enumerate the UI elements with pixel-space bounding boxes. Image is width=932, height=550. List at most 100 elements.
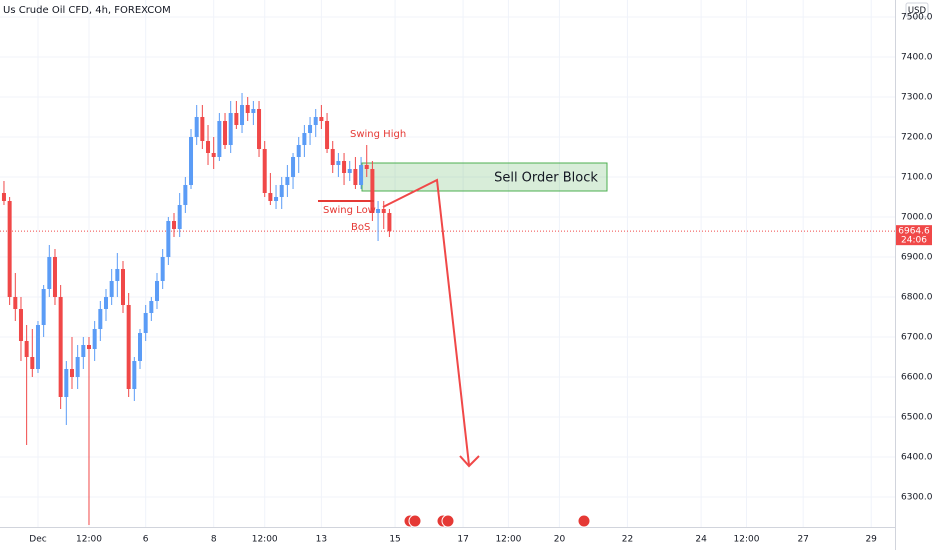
projection-arrow [382, 178, 470, 466]
candle-body [24, 341, 29, 357]
candle-body [228, 113, 233, 145]
currency[interactable]: USD [908, 6, 927, 16]
x-tick-label: 20 [554, 535, 566, 545]
x-tick-label: 12:00 [734, 535, 760, 545]
y-tick-label: 6500.0 [901, 413, 932, 423]
candle-body [234, 113, 239, 125]
order-block [361, 162, 608, 192]
candle-body [285, 177, 290, 185]
x-tick-label: 15 [389, 535, 400, 545]
x-tick-label: 24 [695, 535, 707, 545]
candle-body [47, 257, 52, 289]
y-tick-label: 7100.0 [901, 173, 932, 183]
candle-body [262, 149, 267, 193]
candle-body [1, 193, 6, 201]
candle-body [336, 161, 341, 165]
candle-body [359, 165, 364, 185]
candle-body [308, 125, 313, 133]
y-tick-label: 6800.0 [901, 293, 932, 303]
x-tick-label: 13 [316, 535, 327, 545]
event-icons [403, 514, 591, 528]
candle-body [364, 165, 369, 169]
candle-body [325, 121, 330, 149]
x-tick-label: 8 [211, 535, 217, 545]
chart-title: Us Crude Oil CFD, 4h, FOREXCOM [3, 5, 171, 16]
candle-body [268, 193, 273, 201]
candle-body [313, 117, 318, 125]
candle-body [69, 369, 74, 377]
grid [0, 0, 895, 527]
candle-body [319, 117, 324, 121]
candle-body [75, 357, 80, 377]
candle-body [35, 325, 40, 369]
axes: 6300.0 6400.0 6500.0 6600.0 6700.0 6800.0 6900… [29, 13, 932, 545]
x-tick-label: 17 [457, 535, 468, 545]
candle-body [126, 305, 131, 389]
candle-body [387, 213, 392, 232]
candle-body [370, 169, 375, 213]
candle-body [13, 297, 18, 309]
candle-body [381, 209, 386, 213]
x-tick-label: 6 [143, 535, 149, 545]
candle-body [376, 209, 381, 213]
y-tick-label: 7400.0 [901, 53, 932, 63]
candle-body [81, 345, 86, 357]
candle-body [109, 281, 114, 297]
y-tick-label: 6700.0 [901, 333, 932, 343]
x-tick-label: 29 [865, 535, 877, 545]
candle-body [353, 169, 358, 185]
candle-body [177, 205, 182, 229]
candle-body [86, 345, 91, 349]
candle-body [166, 221, 171, 257]
x-tick-label: Dec [29, 535, 46, 545]
countdown-label: 24:06 [901, 236, 927, 246]
candle-body [115, 269, 120, 281]
candle-body [64, 369, 69, 397]
time-axis [0, 527, 895, 550]
candle-body [302, 133, 307, 145]
arrow-head [459, 455, 480, 468]
candle-body [103, 297, 108, 309]
candle-body [18, 309, 23, 341]
y-tick-label: 7200.0 [901, 133, 932, 143]
candle-body [58, 297, 63, 397]
candle-body [172, 221, 177, 229]
x-tick-label: 27 [797, 535, 808, 545]
candle-body [149, 301, 154, 313]
x-tick-label: 12:00 [495, 535, 521, 545]
y-tick-label: 6300.0 [901, 493, 932, 503]
candle-body [189, 137, 194, 185]
candle-body [92, 329, 97, 349]
candle-body [132, 361, 137, 389]
candle-body [30, 357, 35, 369]
swing-high-label: Swing High [350, 129, 406, 140]
last-price-label: 6964.6 [898, 227, 930, 237]
candle-body [194, 117, 199, 137]
candle-body [217, 121, 222, 157]
candle-body [240, 105, 245, 125]
x-tick-label: 12:00 [76, 535, 102, 545]
candle-body [7, 201, 12, 297]
candle-body [257, 109, 262, 149]
candle-body [211, 153, 216, 157]
candle-body [296, 145, 301, 157]
candle-body [98, 309, 103, 329]
y-tick-label: 7000.0 [901, 213, 932, 223]
candle-body [330, 149, 335, 165]
candle-body [347, 169, 352, 173]
y-tick-label: 6900.0 [901, 253, 932, 263]
candle-body [245, 105, 250, 113]
candle-body [200, 117, 205, 141]
candle-body [143, 313, 148, 333]
candle-body [138, 333, 143, 361]
candle-body [206, 141, 211, 153]
swing-low-label: Swing Low [323, 205, 376, 216]
candle-body [279, 185, 284, 197]
candle-body [342, 161, 347, 173]
candle-body [52, 257, 57, 297]
x-tick-label: 12:00 [252, 535, 278, 545]
candle-body [251, 109, 256, 113]
currency-box[interactable] [905, 2, 929, 18]
y-tick-label: 7500.0 [901, 13, 932, 23]
